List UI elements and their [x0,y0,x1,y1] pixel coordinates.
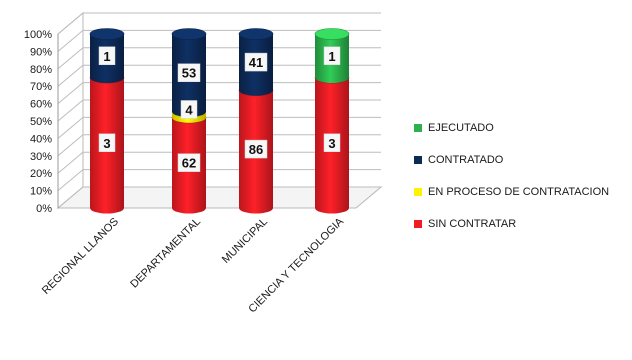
y-tick-label: 70% [30,81,52,93]
bar-group-municipal: 86 41 [238,28,274,214]
bar-top-municipal [238,28,274,40]
gridline [57,169,381,191]
bar-group-ciencia-y-tecnologia: 31 [314,28,350,214]
legend-item-contratado: CONTRATADO [414,150,632,170]
data-label: 4 [185,102,193,117]
y-tick-label: 0% [36,203,52,215]
data-label-box [323,46,341,65]
legend-swatch [414,220,422,228]
gridline [57,29,381,52]
data-label-box [244,139,268,159]
segment-edge [171,117,207,124]
y-tick-label: 40% [30,133,52,145]
legend-swatch [414,156,422,164]
gridline [57,82,381,104]
y-tick-label: 90% [30,46,52,58]
data-label-box [98,133,116,152]
data-label: 1 [103,49,110,64]
data-label: 53 [182,66,196,81]
data-label: 3 [103,136,110,151]
data-label: 3 [328,136,335,151]
data-label: 41 [249,55,263,70]
legend-swatch [414,188,422,196]
gridline [57,64,381,87]
bar-top-ciencia-y-tecnologia [314,28,350,40]
gridline [57,186,381,209]
y-tick-label: 60% [30,99,52,111]
data-label-box [177,153,201,172]
data-label: 62 [182,156,196,171]
y-tick-label: 50% [30,116,52,128]
bar-top-regional-llanos [89,28,125,40]
legend-item-ejecutado: EJECUTADO [414,118,632,138]
y-tick-label: 30% [30,151,52,163]
bar-group-regional-llanos: 31 [89,28,125,214]
gridline [57,151,381,174]
x-tick-label: MUNICIPAL [220,216,270,266]
legend-label: CONTRATADO [428,154,504,166]
data-label-box [180,100,198,119]
gridline [57,116,381,139]
x-tick-label: REGIONAL LLANOS [40,216,121,297]
data-label-box [244,52,268,72]
legend-item-sin-contratar: SIN CONTRATAR [414,214,632,234]
data-label: 86 [249,142,263,157]
legend-label: EJECUTADO [428,122,494,134]
data-label-box [323,133,341,152]
bar-group-departamental: 62 4 53 [171,28,207,214]
y-tick-label: 20% [30,168,52,180]
x-tick-label: DEPARTAMENTAL [128,216,203,291]
legend-label: SIN CONTRATAR [428,218,517,230]
gridline [57,134,381,157]
y-tick-label: 100% [24,29,52,41]
gridline [57,99,381,122]
gridline [57,47,381,70]
chart-legend: EJECUTADO CONTRATADO EN PROCESO DE CONTRAT… [414,118,632,246]
data-label-box [98,46,116,65]
y-tick-label: 10% [30,186,52,198]
legend-item-en-proceso-de-contratacion: EN PROCESO DE CONTRATACION [414,182,632,202]
gridline [57,12,381,35]
legend-swatch [414,124,422,132]
data-label-box [177,63,201,82]
data-label: 1 [328,49,335,64]
bar-top-departamental [171,28,207,40]
y-tick-label: 80% [30,64,52,76]
legend-label: EN PROCESO DE CONTRATACION [428,186,610,198]
